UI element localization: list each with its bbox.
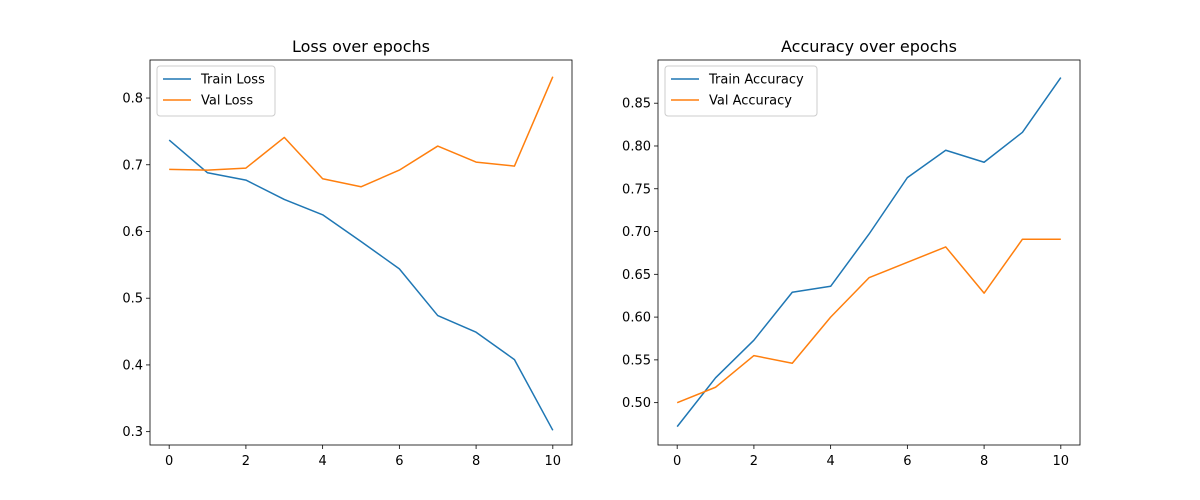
y-tick-label: 0.4 [122, 358, 143, 373]
series-line-train-loss [168, 139, 554, 431]
legend-label-val-accuracy: Val Accuracy [709, 94, 792, 109]
chart-title: Loss over epochs [292, 37, 430, 56]
x-tick-label: 6 [903, 454, 911, 469]
plot-frame [149, 59, 573, 446]
x-tick-label: 2 [242, 454, 250, 469]
x-tick-label: 6 [395, 454, 403, 469]
x-tick-label: 8 [980, 454, 988, 469]
legend-box [664, 65, 818, 117]
x-tick-label: 10 [545, 454, 562, 469]
series-line-val-loss [169, 76, 554, 188]
x-tick-label: 8 [472, 454, 480, 469]
y-tick-label: 0.70 [622, 225, 651, 240]
legend: Train Accuracy Val Accuracy [664, 65, 818, 117]
legend-label-val-loss: Val Loss [201, 94, 253, 109]
plot-frame [657, 59, 1081, 446]
x-tick-label: 4 [318, 454, 326, 469]
x-tick-label: 2 [750, 454, 758, 469]
y-tick-label: 0.8 [122, 92, 143, 107]
series-line-val-accuracy [676, 238, 1061, 404]
y-tick-label: 0.85 [622, 97, 651, 112]
accuracy-chart: Accuracy over epochs 0 2 4 6 8 10 0.50 0.55 0.60 0… [622, 37, 1081, 469]
series-line-train-accuracy [676, 77, 1062, 428]
x-tick-label: 0 [673, 454, 681, 469]
y-tick-label: 0.50 [622, 396, 651, 411]
y-tick-label: 0.5 [122, 292, 143, 307]
y-tick-label: 0.7 [122, 158, 143, 173]
y-tick-label: 0.80 [622, 139, 651, 154]
x-tick-label: 10 [1053, 454, 1070, 469]
loss-chart: Loss over epochs 0 2 4 6 8 10 0.3 0.4 0.5 0.6 0.7 0.… [122, 37, 573, 469]
legend-label-train-loss: Train Loss [200, 73, 265, 88]
legend: Train Loss Val Loss [156, 65, 276, 117]
y-tick-label: 0.60 [622, 311, 651, 326]
x-tick-label: 0 [165, 454, 173, 469]
y-tick-label: 0.6 [122, 225, 143, 240]
chart-title: Accuracy over epochs [781, 37, 957, 56]
y-tick-label: 0.75 [622, 182, 651, 197]
x-tick-label: 4 [826, 454, 834, 469]
legend-label-train-accuracy: Train Accuracy [708, 73, 804, 88]
y-tick-label: 0.55 [622, 353, 651, 368]
y-tick-label: 0.3 [122, 425, 143, 440]
y-tick-label: 0.65 [622, 268, 651, 283]
